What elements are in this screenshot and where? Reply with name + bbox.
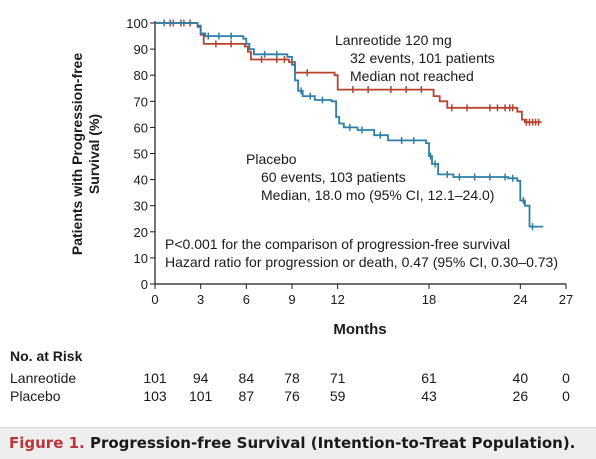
y-tick-label-100: 100	[126, 16, 148, 31]
y-tick-label-60: 60	[134, 120, 148, 135]
series-placebo	[155, 19, 544, 231]
y-tick-label-10: 10	[134, 251, 148, 266]
chart-axes: 0 10 20 30 40 50 60 70 80 90 100 0 3 6 9 12 18 24 27	[126, 16, 573, 307]
risk-cell-month-27: 0	[562, 370, 570, 386]
risk-row-label: Placebo	[10, 388, 61, 404]
risk-cell-month-24: 26	[512, 388, 529, 404]
x-tick-label-6: 6	[243, 292, 250, 307]
risk-table-title: No. at Risk	[10, 348, 83, 364]
y-axis-label-line-1: Patients with Progression-free	[69, 53, 85, 255]
risk-row-placebo: Placebo 103 101 87 76 59 43 26 0	[0, 388, 596, 406]
risk-cell-month-12: 59	[329, 388, 346, 404]
x-tick-label-0: 0	[151, 292, 158, 307]
legend-placebo-line-3: Median, 18.0 mo (95% CI, 12.1–24.0)	[261, 187, 494, 203]
risk-table: No. at Risk Lanreotide 101 94 84 78 71 61 40 0 Pl…	[0, 348, 596, 420]
risk-cell-month-0: 103	[143, 388, 167, 404]
risk-cell-month-9: 78	[284, 370, 300, 386]
legend-lanreotide-line-2: 32 events, 101 patients	[350, 50, 495, 66]
series-line-placebo	[155, 22, 544, 228]
y-tick-label-20: 20	[134, 225, 148, 240]
risk-cell-month-0: 101	[143, 370, 167, 386]
y-tick-label-40: 40	[134, 173, 148, 188]
x-tick-label-18: 18	[422, 292, 436, 307]
risk-cell-month-3: 101	[188, 388, 213, 404]
y-tick-label-80: 80	[134, 68, 148, 83]
legend-lanreotide-line-3: Median not reached	[350, 68, 474, 84]
y-tick-label-70: 70	[134, 94, 148, 109]
x-tick-label-12: 12	[330, 292, 344, 307]
caption-figure-number: Figure 1.	[9, 434, 85, 452]
legend-lanreotide: Lanreotide 120 mg 32 events, 101 patients…	[335, 32, 495, 84]
figure-caption: Figure 1. Progression-free Survival (Int…	[0, 427, 596, 459]
legend-lanreotide-line-1: Lanreotide 120 mg	[335, 32, 452, 48]
risk-cell-month-18: 61	[421, 370, 437, 386]
stat-annotation-2: Hazard ratio for progression or death, 0…	[165, 254, 558, 270]
legend-placebo-line-2: 60 events, 103 patients	[261, 169, 406, 185]
y-tick-label-50: 50	[134, 147, 148, 162]
legend-placebo-line-1: Placebo	[246, 151, 297, 167]
caption-text: Figure 1. Progression-free Survival (Int…	[9, 434, 575, 452]
x-tick-label-27: 27	[559, 292, 573, 307]
series-lanreotide	[155, 19, 542, 126]
risk-row-lanreotide: Lanreotide 101 94 84 78 71 61 40 0	[0, 370, 596, 388]
legend-placebo: Placebo 60 events, 103 patients Median, 18…	[246, 151, 494, 203]
y-axis-label: Patients with Progression-freeSurvival (…	[69, 53, 102, 255]
y-axis-label-line-2: Survival (%)	[86, 114, 102, 194]
series-line-lanreotide	[155, 22, 542, 124]
y-tick-label-0: 0	[141, 277, 148, 292]
risk-cell-month-12: 71	[329, 370, 346, 386]
risk-cell-month-27: 0	[562, 388, 570, 404]
x-tick-label-3: 3	[197, 292, 204, 307]
risk-cell-month-24: 40	[512, 370, 529, 386]
risk-cell-month-18: 43	[421, 388, 437, 404]
chart-series	[155, 19, 544, 231]
x-tick-label-24: 24	[513, 292, 527, 307]
risk-cell-month-3: 94	[192, 370, 209, 386]
risk-cell-month-6: 84	[238, 370, 255, 386]
x-tick-label-9: 9	[288, 292, 295, 307]
y-tick-label-30: 30	[134, 199, 148, 214]
risk-cell-month-6: 87	[238, 388, 255, 404]
caption-title: Progression-free Survival (Intention-to-…	[84, 434, 576, 452]
risk-row-label: Lanreotide	[10, 370, 77, 386]
x-axis-label: Months	[333, 321, 386, 338]
chart-annotations: Lanreotide 120 mg 32 events, 101 patients…	[165, 32, 558, 270]
risk-cell-month-9: 76	[284, 388, 300, 404]
stat-annotation-1: P<0.001 for the comparison of progressio…	[165, 236, 510, 252]
y-tick-label-90: 90	[134, 42, 148, 57]
y-axis-label-text: Patients with Progression-freeSurvival (…	[69, 53, 102, 255]
